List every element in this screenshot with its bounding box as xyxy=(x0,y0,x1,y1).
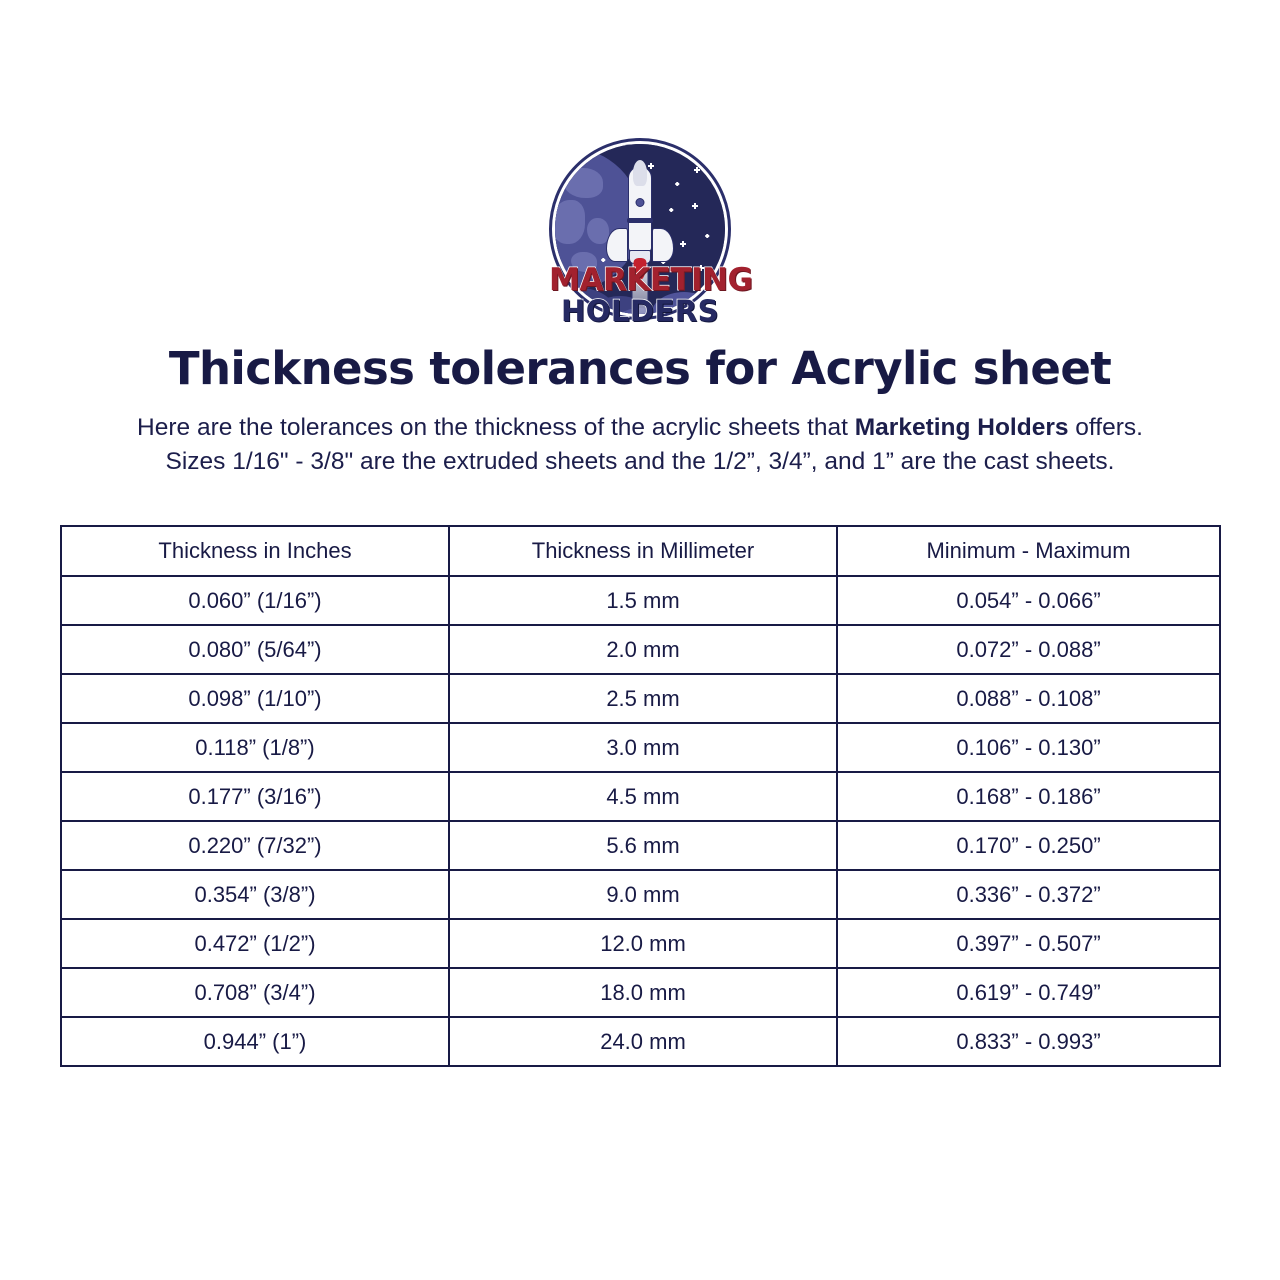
page-title: Thickness tolerances for Acrylic sheet xyxy=(168,342,1112,395)
subtitle-line2: Sizes 1/16" - 3/8" are the extruded shee… xyxy=(165,447,1115,475)
table-row: 0.080” (5/64”) 2.0 mm 0.072” - 0.088” xyxy=(60,624,1221,675)
cell-millimeter: 2.0 mm xyxy=(448,624,838,675)
cell-millimeter: 18.0 mm xyxy=(448,967,838,1018)
cell-min-max: 0.336” - 0.372” xyxy=(836,869,1221,920)
logo-block: MARKETING HOLDERS xyxy=(0,0,1280,326)
cell-inches: 0.472” (1/2”) xyxy=(60,918,450,969)
rocket-fin-right xyxy=(652,228,674,262)
cell-min-max: 0.072” - 0.088” xyxy=(836,624,1221,675)
table-row: 0.708” (3/4”) 18.0 mm 0.619” - 0.749” xyxy=(60,967,1221,1018)
column-header-min-max: Minimum - Maximum xyxy=(836,525,1221,577)
cell-min-max: 0.168” - 0.186” xyxy=(836,771,1221,822)
logo-wordmark: MARKETING HOLDERS xyxy=(548,262,753,328)
marketing-holders-logo: MARKETING HOLDERS xyxy=(548,138,754,326)
star-icon xyxy=(601,258,605,262)
rocket-fin-left xyxy=(606,228,628,262)
star-icon xyxy=(680,241,686,247)
table-row: 0.220” (7/32”) 5.6 mm 0.170” - 0.250” xyxy=(60,820,1221,871)
star-icon xyxy=(648,163,654,169)
table-row: 0.944” (1”) 24.0 mm 0.833” - 0.993” xyxy=(60,1016,1221,1067)
table-header-row: Thickness in Inches Thickness in Millime… xyxy=(60,525,1221,577)
page-subtitle: Here are the tolerances on the thickness… xyxy=(50,411,1230,479)
cell-min-max: 0.054” - 0.066” xyxy=(836,575,1221,626)
table-row: 0.472” (1/2”) 12.0 mm 0.397” - 0.507” xyxy=(60,918,1221,969)
cell-inches: 0.080” (5/64”) xyxy=(60,624,450,675)
star-icon xyxy=(698,265,704,271)
cell-min-max: 0.619” - 0.749” xyxy=(836,967,1221,1018)
star-icon xyxy=(675,182,679,186)
cell-min-max: 0.397” - 0.507” xyxy=(836,918,1221,969)
star-icon xyxy=(694,167,700,173)
cell-min-max: 0.833” - 0.993” xyxy=(836,1016,1221,1067)
table-row: 0.060” (1/16”) 1.5 mm 0.054” - 0.066” xyxy=(60,575,1221,626)
cell-millimeter: 2.5 mm xyxy=(448,673,838,724)
logo-space-disc xyxy=(555,144,725,314)
cell-inches: 0.354” (3/8”) xyxy=(60,869,450,920)
cell-min-max: 0.170” - 0.250” xyxy=(836,820,1221,871)
table-row: 0.118” (1/8”) 3.0 mm 0.106” - 0.130” xyxy=(60,722,1221,773)
cell-millimeter: 4.5 mm xyxy=(448,771,838,822)
subtitle-text-b: offers. xyxy=(1068,414,1143,441)
cell-min-max: 0.106” - 0.130” xyxy=(836,722,1221,773)
table-row: 0.098” (1/10”) 2.5 mm 0.088” - 0.108” xyxy=(60,673,1221,724)
rocket-nose-cone xyxy=(633,160,647,186)
tolerance-table-wrap: Thickness in Inches Thickness in Millime… xyxy=(60,525,1221,1067)
cell-millimeter: 3.0 mm xyxy=(448,722,838,773)
subtitle-text-a: Here are the tolerances on the thickness… xyxy=(137,414,855,441)
rocket-flame-icon xyxy=(633,258,647,280)
column-header-inches: Thickness in Inches xyxy=(60,525,450,577)
table-row: 0.177” (3/16”) 4.5 mm 0.168” - 0.186” xyxy=(60,771,1221,822)
cell-inches: 0.098” (1/10”) xyxy=(60,673,450,724)
cell-inches: 0.177” (3/16”) xyxy=(60,771,450,822)
cell-inches: 0.944” (1”) xyxy=(60,1016,450,1067)
rocket-band xyxy=(627,218,653,223)
cell-millimeter: 1.5 mm xyxy=(448,575,838,626)
cell-millimeter: 9.0 mm xyxy=(448,869,838,920)
cell-inches: 0.060” (1/16”) xyxy=(60,575,450,626)
cell-millimeter: 5.6 mm xyxy=(448,820,838,871)
star-icon xyxy=(669,208,673,212)
logo-wordmark-bottom: HOLDERS xyxy=(560,294,719,328)
logo-wordmark-top: MARKETING xyxy=(548,262,753,298)
subtitle-brand-emphasis: Marketing Holders xyxy=(854,414,1069,441)
cell-inches: 0.118” (1/8”) xyxy=(60,722,450,773)
rocket-window xyxy=(635,198,645,207)
cell-millimeter: 24.0 mm xyxy=(448,1016,838,1067)
star-icon xyxy=(692,203,698,209)
tolerance-table: Thickness in Inches Thickness in Millime… xyxy=(60,525,1221,1067)
cloud-band xyxy=(555,258,725,314)
table-row: 0.354” (3/8”) 9.0 mm 0.336” - 0.372” xyxy=(60,869,1221,920)
cell-millimeter: 12.0 mm xyxy=(448,918,838,969)
star-icon xyxy=(705,234,709,238)
cell-inches: 0.220” (7/32”) xyxy=(60,820,450,871)
subtitle-line1: Here are the tolerances on the thickness… xyxy=(137,414,1143,441)
column-header-millimeter: Thickness in Millimeter xyxy=(448,525,838,577)
cell-inches: 0.708” (3/4”) xyxy=(60,967,450,1018)
cell-min-max: 0.088” - 0.108” xyxy=(836,673,1221,724)
